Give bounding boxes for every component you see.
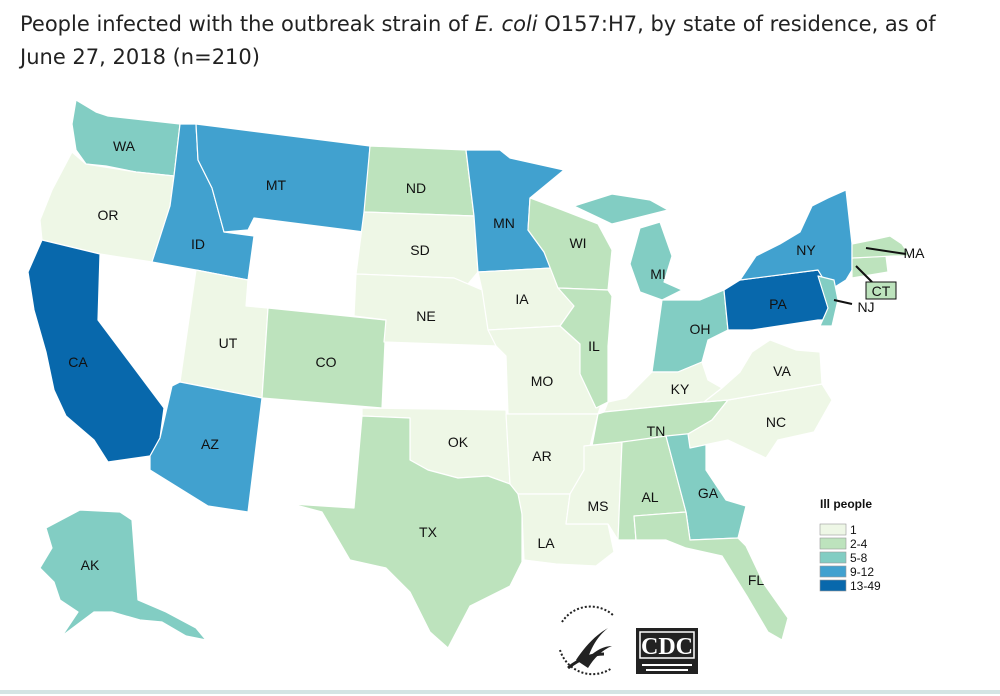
label-mt: MT [266, 177, 287, 193]
label-ny: NY [796, 242, 816, 258]
label-az: AZ [201, 436, 219, 452]
state-wy[interactable] [241, 217, 363, 317]
state-ak[interactable] [39, 509, 207, 641]
map-title: People infected with the outbreak strain… [20, 8, 980, 74]
legend-swatch-3 [819, 565, 847, 578]
legend-label-2: 5-8 [850, 551, 868, 565]
leader-ct [855, 265, 873, 283]
state-mi[interactable] [573, 193, 683, 301]
hhs-eagle-seal-icon [551, 601, 629, 679]
cdc-logo: CDC [636, 628, 698, 674]
legend-label-1: 2-4 [850, 537, 868, 551]
label-mn: MN [493, 215, 515, 231]
label-ca: CA [68, 354, 88, 370]
label-il: IL [588, 338, 600, 354]
legend-swatch-4 [819, 579, 847, 592]
state-hi-1[interactable] [241, 593, 251, 603]
label-ok: OK [448, 434, 469, 450]
leader-nj [833, 299, 853, 305]
label-ia: IA [515, 291, 529, 307]
leader-ma [865, 247, 907, 255]
label-nd: ND [406, 180, 426, 196]
state-tx[interactable] [291, 415, 523, 649]
label-id: ID [191, 236, 205, 252]
label-nc: NC [766, 414, 786, 430]
label-mi: MI [650, 266, 666, 282]
pr[interactable] [879, 627, 907, 643]
label-ms: MS [588, 498, 609, 514]
label-la: LA [537, 535, 555, 551]
legend-swatch-2 [819, 551, 847, 564]
label-al: AL [641, 489, 658, 505]
label-pa: PA [769, 296, 787, 312]
label-wi: WI [569, 235, 586, 251]
state-il[interactable] [557, 287, 613, 409]
label-tx: TX [419, 524, 438, 540]
legend-swatch-0 [819, 523, 847, 536]
legend-swatch-1 [819, 537, 847, 550]
legend-label-0: 1 [850, 523, 857, 537]
label-ne: NE [416, 308, 435, 324]
bottom-rule [0, 690, 1000, 694]
label-ar: AR [532, 448, 551, 464]
label-mo: MO [531, 373, 554, 389]
title-text-start: People infected with the outbreak strain… [20, 12, 475, 36]
legend-label-4: 13-49 [850, 579, 881, 593]
label-ky: KY [671, 381, 690, 397]
label-ga: GA [698, 485, 719, 501]
title-text-end: O157:H7, by state of residence, as of Ju… [20, 12, 936, 69]
label-co: CO [316, 354, 337, 370]
states-with-cases [27, 99, 911, 649]
label-box-ct [865, 281, 897, 300]
cdc-logo-text: CDC [641, 634, 693, 660]
state-fl[interactable] [633, 511, 789, 641]
legend-title: Ill people [820, 497, 872, 511]
state-hi-3[interactable] [277, 611, 299, 639]
legend-label-3: 9-12 [850, 565, 874, 579]
label-ak: AK [81, 557, 100, 573]
state-labels: WA OR CA ID MT UT AZ CO ND SD NE OK TX M… [68, 138, 925, 588]
label-ma: MA [904, 245, 926, 261]
state-ca[interactable] [27, 239, 165, 463]
label-oh: OH [690, 321, 711, 337]
state-ks[interactable] [379, 341, 509, 411]
state-az[interactable] [149, 381, 263, 513]
label-tn: TN [647, 423, 666, 439]
states-no-cases [97, 117, 937, 643]
state-nc[interactable] [687, 383, 833, 459]
label-ct: CT [872, 283, 891, 299]
title-organism: E. coli [474, 12, 538, 36]
label-va: VA [773, 363, 791, 379]
label-or: OR [98, 207, 119, 223]
state-hi-2[interactable] [255, 599, 271, 613]
label-fl: FL [748, 572, 765, 588]
label-wa: WA [113, 138, 136, 154]
label-nj: NJ [857, 299, 874, 315]
state-nj[interactable] [817, 275, 839, 327]
label-sd: SD [410, 242, 429, 258]
state-va[interactable] [703, 339, 823, 403]
state-nm[interactable] [247, 397, 363, 513]
label-ut: UT [219, 335, 238, 351]
state-me[interactable] [879, 117, 937, 215]
